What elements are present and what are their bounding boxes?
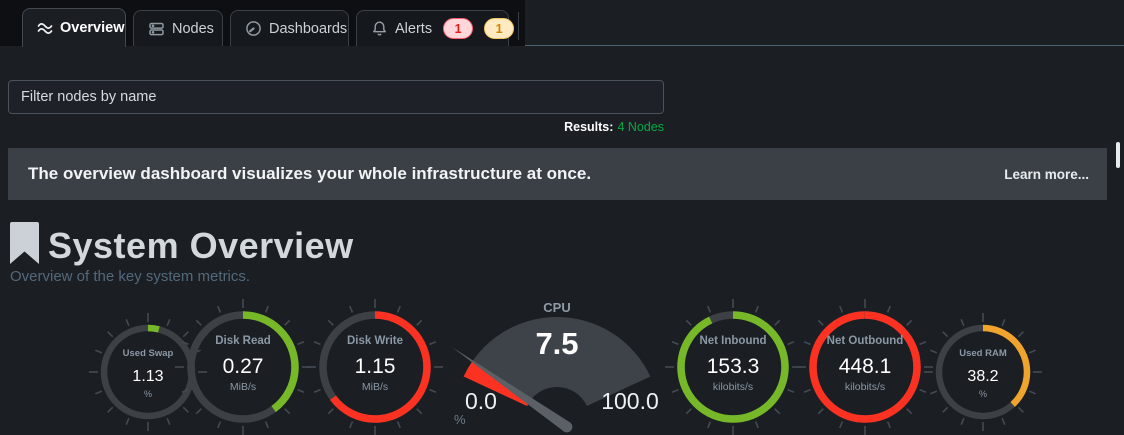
section-header: System Overview xyxy=(10,222,354,269)
filter-input[interactable] xyxy=(8,80,664,114)
gauge-used-ram[interactable]: Used RAM 38.2% xyxy=(907,296,1059,435)
gauge-cpu[interactable]: CPU 7.5 0.0 100.0% xyxy=(442,300,672,435)
learn-more-link[interactable]: Learn more... xyxy=(1004,166,1089,182)
tab-label: Alerts xyxy=(395,20,433,37)
gauge-disk-read[interactable]: Disk Read 0.27 MiB/s xyxy=(167,291,319,435)
critical-alerts-badge[interactable]: 1 xyxy=(443,18,474,39)
section-subtitle: Overview of the key system metrics. xyxy=(10,268,251,285)
gauge-disk-write[interactable]: Disk Write 1.15 MiB/s xyxy=(299,291,451,435)
bookmark-icon xyxy=(10,222,39,269)
area-chart-icon xyxy=(37,20,53,36)
tab-label: Nodes xyxy=(172,20,214,37)
tab-alerts[interactable]: Alerts 1 1 xyxy=(356,10,515,46)
tab-bar: Overview Nodes Dashboards xyxy=(0,0,1124,47)
section-title: System Overview xyxy=(48,224,354,266)
warning-alerts-badge[interactable]: 1 xyxy=(484,18,515,39)
results-count: 4 Nodes xyxy=(617,120,664,134)
results-label: Results: xyxy=(564,120,614,134)
tab-label: Dashboards xyxy=(269,20,348,37)
gauges-row: Used Swap 1.13% Disk Read 0.27 MiB/s Disk Wri… xyxy=(0,290,1124,435)
gauge-icon xyxy=(245,20,262,37)
bell-icon xyxy=(371,20,388,37)
tab-label: Overview xyxy=(60,20,125,36)
nodes-icon xyxy=(148,21,165,37)
banner-message: The overview dashboard visualizes your w… xyxy=(28,164,592,183)
tab-overview[interactable]: Overview xyxy=(22,8,126,47)
tab-divider xyxy=(518,12,519,40)
tab-dashboards[interactable]: Dashboards xyxy=(230,10,349,46)
scrollbar-thumb[interactable] xyxy=(1116,142,1120,168)
info-banner: The overview dashboard visualizes your w… xyxy=(8,148,1107,200)
gauge-net-inbound[interactable]: Net Inbound 153.3 kilobits/s xyxy=(657,291,809,435)
tab-nodes[interactable]: Nodes xyxy=(133,10,223,46)
results-line: Results: 4 Nodes xyxy=(0,120,664,134)
